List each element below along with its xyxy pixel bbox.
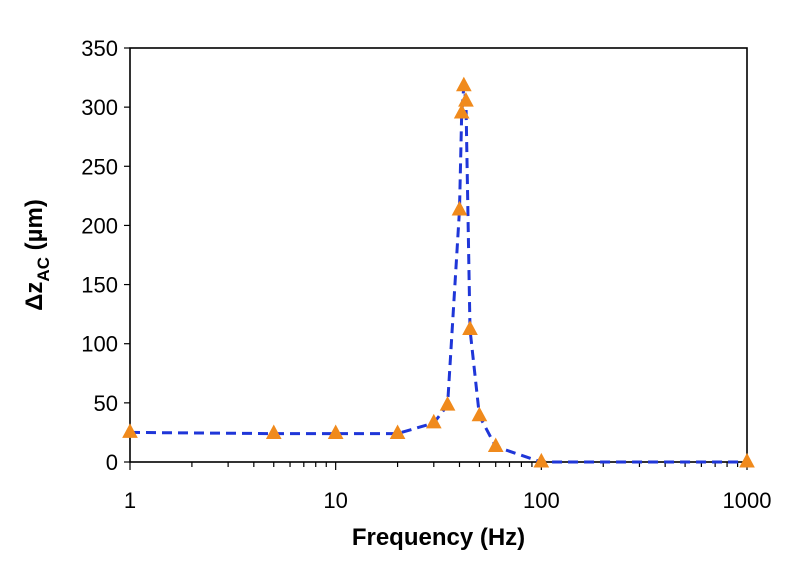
data-point-triangle bbox=[327, 424, 344, 440]
data-point-triangle bbox=[265, 424, 282, 440]
data-point-triangle bbox=[122, 423, 138, 438]
y-tick-label-150: 150 bbox=[81, 273, 118, 298]
x-axis-title: Frequency (Hz) bbox=[352, 524, 525, 551]
tick-labels: 0 50 100 150 200 250 300 350 1 10 100 1000 bbox=[81, 36, 771, 513]
axis-ticks bbox=[124, 47, 748, 470]
y-tick-label-300: 300 bbox=[81, 95, 118, 120]
plot-area-frame bbox=[129, 47, 748, 463]
data-point-triangle bbox=[453, 103, 470, 119]
y-axis-title-unit: (µm) bbox=[21, 199, 48, 257]
y-tick-label-0: 0 bbox=[106, 450, 118, 475]
y-axis-title-main: Δz bbox=[21, 282, 48, 311]
data-point-triangle bbox=[439, 396, 456, 411]
data-point-triangle bbox=[739, 452, 755, 468]
x-tick-label-100: 100 bbox=[523, 488, 560, 513]
data-point-triangle bbox=[487, 437, 504, 453]
y-tick-label-100: 100 bbox=[81, 332, 118, 357]
data-point-triangle bbox=[462, 320, 478, 335]
y-tick-label-250: 250 bbox=[81, 154, 118, 179]
data-point-triangle bbox=[451, 200, 468, 216]
x-tick-label-10: 10 bbox=[323, 488, 347, 513]
y-axis-title: ΔzAC (µm) bbox=[21, 199, 53, 311]
data-point-triangle bbox=[456, 76, 472, 92]
series-dashed-line bbox=[129, 85, 747, 464]
data-point-triangle bbox=[389, 424, 406, 440]
x-tick-label-1: 1 bbox=[124, 488, 136, 513]
data-point-triangle bbox=[425, 413, 442, 429]
y-tick-label-200: 200 bbox=[81, 213, 118, 238]
x-minor-ticks bbox=[191, 462, 739, 467]
data-point-triangle bbox=[458, 92, 474, 107]
x-tick-label-1000: 1000 bbox=[723, 488, 772, 513]
y-axis-title-subscript: AC bbox=[34, 257, 53, 282]
data-point-triangle bbox=[533, 452, 550, 468]
data-point-triangle bbox=[471, 406, 488, 422]
y-tick-label-350: 350 bbox=[81, 36, 118, 61]
data-markers bbox=[122, 76, 755, 468]
y-tick-label-50: 50 bbox=[94, 391, 118, 416]
